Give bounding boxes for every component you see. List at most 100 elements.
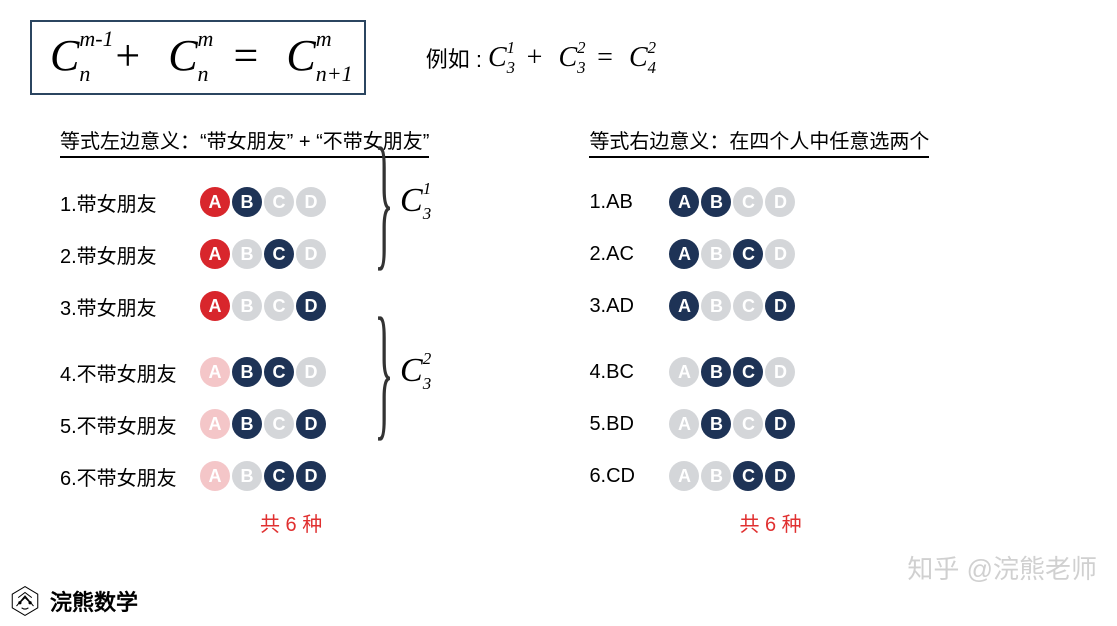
letter-circle: C: [733, 409, 763, 439]
header-row: C m-1 n + C m n = C m n+1 例如 : C 1 3 + C…: [0, 0, 1117, 105]
logo-icon: [8, 584, 42, 618]
letter-circle: A: [200, 409, 230, 439]
letter-circle: D: [296, 187, 326, 217]
right-total: 共 6 种: [739, 508, 929, 537]
letter-circles: ABCD: [200, 187, 326, 217]
letter-circle: B: [701, 409, 731, 439]
letter-circle: A: [200, 357, 230, 387]
combo-term-1: C m-1 n: [50, 30, 79, 81]
watermark: 知乎 @浣熊老师: [907, 549, 1097, 586]
letter-circle: B: [232, 357, 262, 387]
group1-label: C 1 3: [400, 182, 423, 220]
example-equals: =: [597, 42, 613, 74]
letter-circle: A: [669, 239, 699, 269]
right-column: 等式右边意义：在四个人中任意选两个 1.ABABCD2.ACABCD3.ADAB…: [589, 125, 929, 537]
letter-circle: B: [701, 357, 731, 387]
letter-circle: B: [232, 409, 262, 439]
letter-circle: C: [733, 187, 763, 217]
row-label: 2.带女朋友: [60, 240, 200, 269]
letter-circle: A: [669, 187, 699, 217]
letter-circle: D: [765, 357, 795, 387]
list-row: 1.ABABCD: [589, 176, 929, 228]
letter-circles: ABCD: [200, 409, 326, 439]
list-row: 6.CDABCD: [589, 450, 929, 502]
row-label: 6.CD: [589, 465, 669, 488]
letter-circle: D: [765, 187, 795, 217]
letter-circle: D: [296, 409, 326, 439]
example-term-1: C 1 3: [488, 42, 507, 74]
letter-circles: ABCD: [200, 291, 326, 321]
letter-circle: A: [200, 187, 230, 217]
list-row: 3.ADABCD: [589, 280, 929, 332]
letter-circle: D: [765, 409, 795, 439]
list-row: 6.不带女朋友ABCD: [60, 450, 429, 502]
letter-circles: ABCD: [669, 239, 795, 269]
letter-circle: B: [232, 461, 262, 491]
row-label: 5.不带女朋友: [60, 410, 200, 439]
letter-circle: C: [733, 239, 763, 269]
letter-circles: ABCD: [200, 357, 326, 387]
main-formula-box: C m-1 n + C m n = C m n+1: [30, 20, 366, 95]
row-label: 4.不带女朋友: [60, 358, 200, 387]
list-row: 5.BDABCD: [589, 398, 929, 450]
letter-circle: D: [765, 291, 795, 321]
letter-circle: B: [701, 461, 731, 491]
combo-term-3: C m n+1: [286, 30, 315, 81]
letter-circle: C: [733, 357, 763, 387]
right-title: 等式右边意义：在四个人中任意选两个: [589, 125, 929, 158]
footer: 浣熊数学: [8, 584, 138, 618]
left-column: 等式左边意义：“带女朋友” + “不带女朋友” 1.带女朋友ABCD2.带女朋友…: [60, 125, 429, 537]
brace-group-2: } C 2 3: [360, 341, 423, 401]
letter-circle: C: [733, 461, 763, 491]
letter-circle: D: [296, 239, 326, 269]
letter-circles: ABCD: [669, 461, 795, 491]
letter-circles: ABCD: [669, 357, 795, 387]
example-term-3: C 2 4: [629, 42, 648, 74]
letter-circle: A: [669, 409, 699, 439]
letter-circles: ABCD: [200, 461, 326, 491]
letter-circle: C: [264, 291, 294, 321]
columns-area: 等式左边意义：“带女朋友” + “不带女朋友” 1.带女朋友ABCD2.带女朋友…: [0, 105, 1117, 537]
letter-circle: C: [264, 239, 294, 269]
row-label: 3.带女朋友: [60, 292, 200, 321]
letter-circle: D: [765, 239, 795, 269]
row-label: 6.不带女朋友: [60, 462, 200, 491]
letter-circle: D: [765, 461, 795, 491]
brand-text: 浣熊数学: [50, 585, 138, 617]
list-row: 2.ACABCD: [589, 228, 929, 280]
letter-circle: A: [200, 461, 230, 491]
letter-circle: B: [232, 187, 262, 217]
row-label: 3.AD: [589, 295, 669, 318]
letter-circle: C: [264, 461, 294, 491]
letter-circle: D: [296, 357, 326, 387]
letter-circle: B: [232, 239, 262, 269]
row-label: 5.BD: [589, 413, 669, 436]
letter-circle: C: [264, 357, 294, 387]
letter-circle: C: [264, 187, 294, 217]
example-prefix: 例如 :: [426, 42, 482, 74]
letter-circle: D: [296, 291, 326, 321]
row-label: 1.AB: [589, 191, 669, 214]
group2-label: C 2 3: [400, 352, 423, 390]
letter-circle: B: [232, 291, 262, 321]
letter-circles: ABCD: [669, 187, 795, 217]
letter-circle: C: [733, 291, 763, 321]
letter-circle: C: [264, 409, 294, 439]
letter-circle: B: [701, 239, 731, 269]
row-label: 1.带女朋友: [60, 188, 200, 217]
left-total: 共 6 种: [260, 508, 429, 537]
letter-circle: B: [701, 291, 731, 321]
example-term-2: C 2 3: [558, 42, 577, 74]
letter-circle: A: [669, 461, 699, 491]
equals-sign: =: [234, 30, 259, 81]
combo-term-2: C m n: [168, 30, 197, 81]
letter-circle: A: [669, 357, 699, 387]
letter-circle: A: [669, 291, 699, 321]
row-label: 4.BC: [589, 361, 669, 384]
brace-group-1: } C 1 3: [360, 171, 423, 231]
letter-circle: A: [200, 291, 230, 321]
list-row: 4.BCABCD: [589, 346, 929, 398]
letter-circle: A: [200, 239, 230, 269]
letter-circles: ABCD: [200, 239, 326, 269]
letter-circle: D: [296, 461, 326, 491]
